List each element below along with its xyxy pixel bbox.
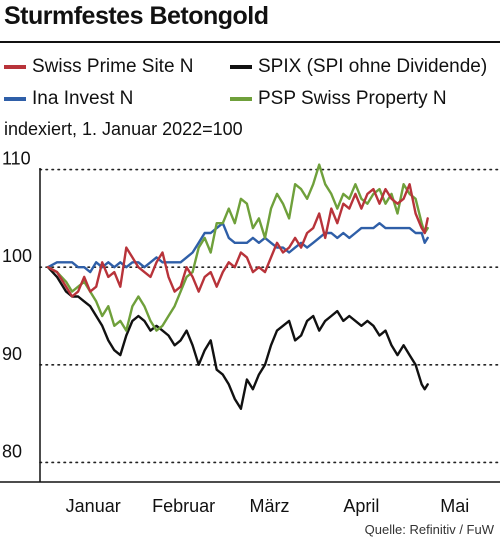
legend-label: Swiss Prime Site N xyxy=(32,56,194,77)
legend-label: Ina Invest N xyxy=(32,88,134,109)
series-line-3 xyxy=(46,163,429,332)
legend-swatch xyxy=(230,97,252,101)
chart-title: Sturmfestes Betongold xyxy=(4,2,269,30)
series-line-1 xyxy=(46,221,429,274)
y-tick-label: 110 xyxy=(2,149,31,169)
x-tick-label: März xyxy=(249,496,289,516)
series-line-2 xyxy=(46,266,429,410)
legend-item-psp: PSP Swiss Property N xyxy=(230,88,447,110)
chart-subtitle: indexiert, 1. Januar 2022=100 xyxy=(4,119,243,139)
title-rule xyxy=(0,41,500,43)
legend-swatch xyxy=(4,97,26,101)
y-tick-label: 100 xyxy=(2,246,32,266)
x-tick-label: Januar xyxy=(66,496,121,516)
legend-label: PSP Swiss Property N xyxy=(258,88,447,109)
legend-swatch xyxy=(230,65,252,69)
series-line-0 xyxy=(46,182,429,298)
legend: Swiss Prime Site N SPIX (SPI ohne Divide… xyxy=(0,56,500,116)
source-note: Quelle: Refinitiv / FuW xyxy=(364,522,494,537)
legend-item-spix: SPIX (SPI ohne Dividende) xyxy=(230,56,487,78)
y-tick-label: 90 xyxy=(2,344,22,364)
y-tick-label: 80 xyxy=(2,441,22,461)
legend-swatch xyxy=(4,65,26,69)
x-tick-label: April xyxy=(343,496,379,516)
legend-item-swiss-prime-site: Swiss Prime Site N xyxy=(4,56,194,78)
legend-item-ina-invest: Ina Invest N xyxy=(4,88,133,110)
x-tick-label: Mai xyxy=(440,496,469,516)
x-tick-label: Februar xyxy=(152,496,215,516)
legend-label: SPIX (SPI ohne Dividende) xyxy=(258,56,488,77)
